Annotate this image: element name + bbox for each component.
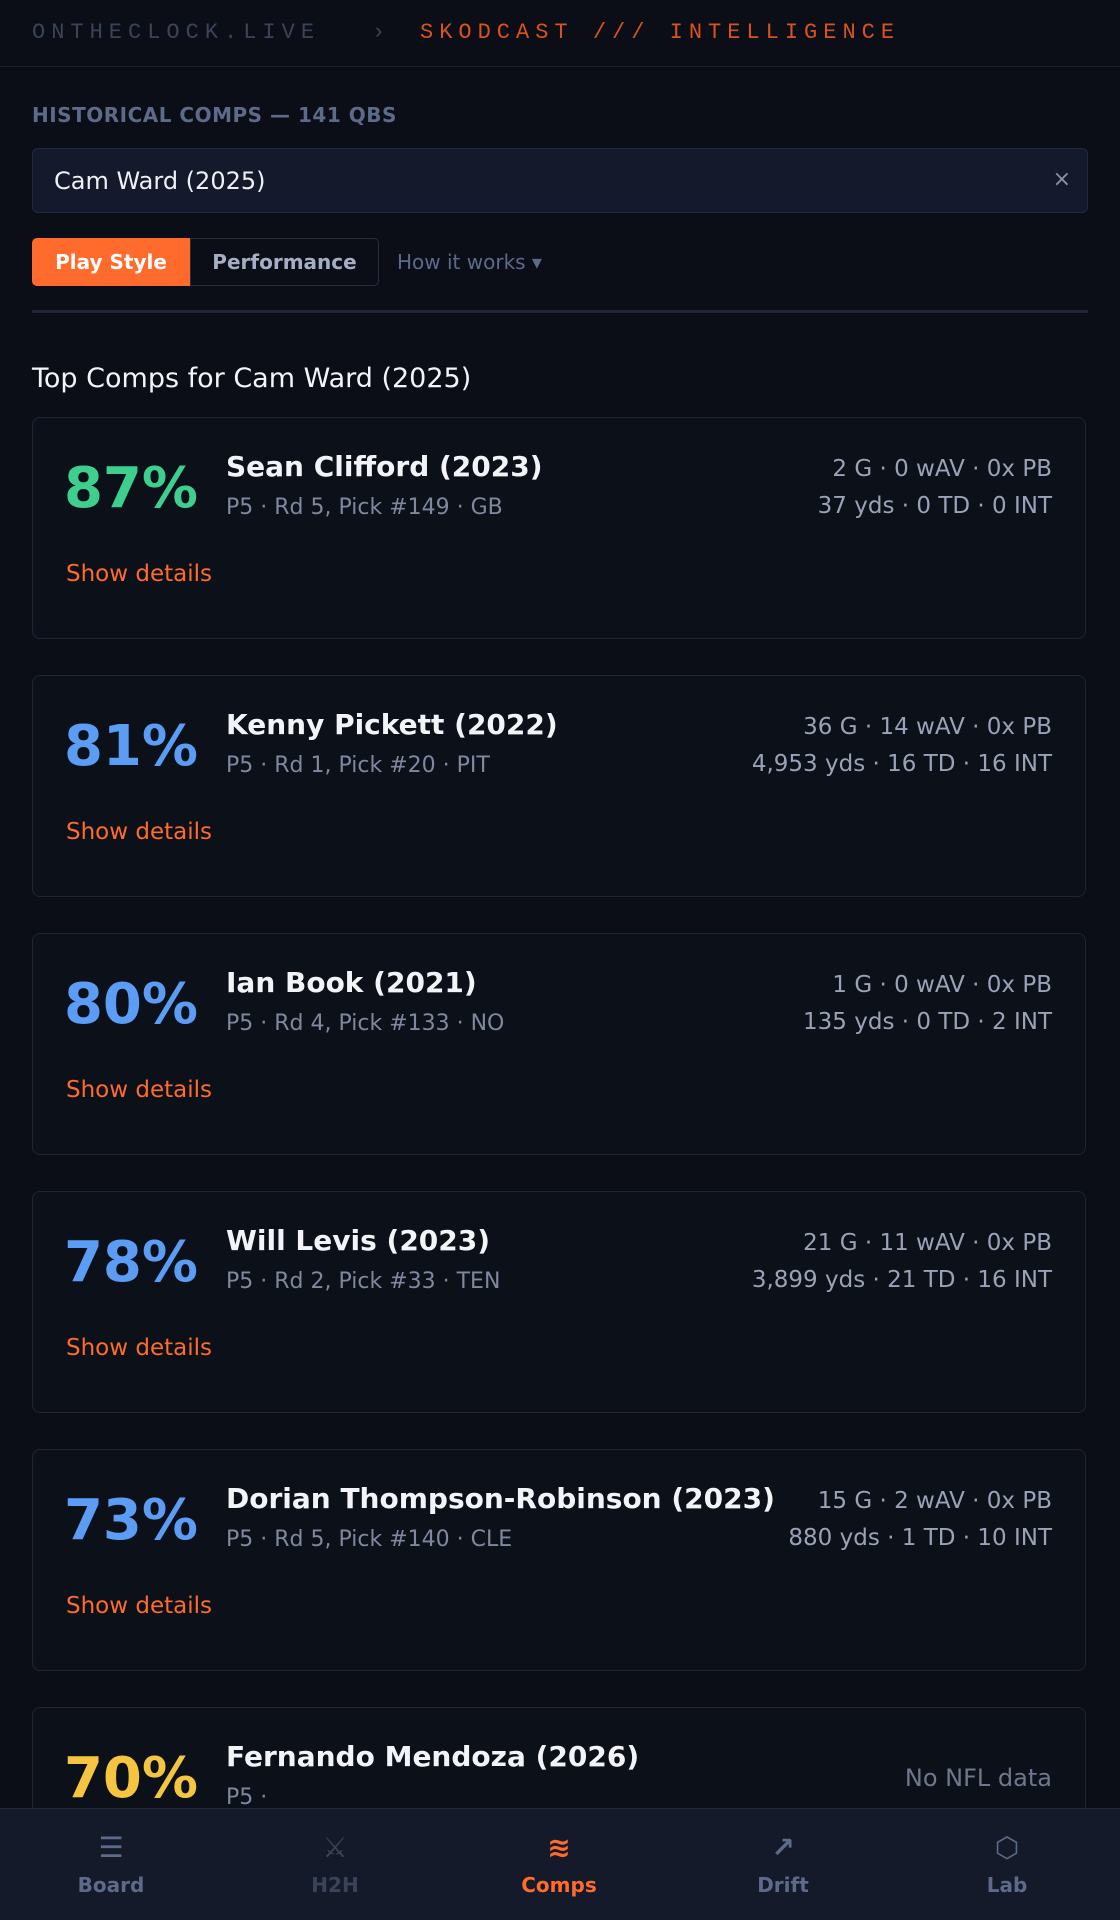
nfl-stats: 880 yds · 1 TD · 10 INT (788, 1525, 1052, 1551)
header: ONTHECLOCK.LIVE › SKODCAST /// INTELLIGENC… (0, 0, 1120, 67)
match-score: 81% (63, 714, 199, 779)
match-score: 73% (63, 1488, 199, 1553)
nfl-stats: 135 yds · 0 TD · 2 INT (803, 1009, 1052, 1035)
nfl-stats: No NFL data (904, 1764, 1052, 1792)
draft-info: P5 · Rd 5, Pick #140 · CLE (226, 1527, 513, 1552)
player-name: Kenny Pickett (2022) (226, 708, 558, 741)
show-details[interactable]: Show details (66, 1077, 212, 1103)
help-link[interactable]: How it works ▾ (397, 250, 542, 274)
nav-item[interactable]: ↗ Drift (703, 1809, 863, 1920)
tab[interactable]: Performance (190, 238, 379, 286)
draft-info: P5 · (226, 1785, 268, 1810)
nav-item[interactable]: ☰ Board (31, 1809, 191, 1920)
search-value: Cam Ward (2025) (54, 167, 266, 195)
section-title: Top Comps for Cam Ward (2025) (32, 363, 472, 394)
player-name: Dorian Thompson-Robinson (2023) (226, 1482, 775, 1515)
draft-info: P5 · Rd 1, Pick #20 · PIT (226, 753, 490, 778)
comp-card: 73% Dorian Thompson-Robinson (2023) P5 · R… (32, 1449, 1086, 1671)
nav-item[interactable]: ≋ Comps (479, 1809, 639, 1920)
comp-card: 87% Sean Clifford (2023) P5 · Rd 5, Pick #… (32, 417, 1086, 639)
breadcrumb-separator: › (372, 20, 392, 45)
tab[interactable]: Play Style (32, 238, 190, 286)
match-score: 70% (63, 1746, 199, 1811)
section-name: SKODCAST /// INTELLIGENCE (420, 20, 901, 45)
nav-item[interactable]: ⚔ H2H (255, 1809, 415, 1920)
nav-icon: ↗ (771, 1831, 795, 1864)
nfl-stats: 15 G · 2 wAV · 0x PB (817, 1488, 1052, 1514)
nfl-stats: 37 yds · 0 TD · 0 INT (817, 493, 1052, 519)
nav-icon: ⬡ (994, 1831, 1020, 1864)
nfl-stats: 3,899 yds · 21 TD · 16 INT (751, 1267, 1052, 1293)
draft-info: P5 · Rd 4, Pick #133 · NO (226, 1011, 505, 1036)
nfl-stats: 2 G · 0 wAV · 0x PB (832, 456, 1052, 482)
draft-info: P5 · Rd 2, Pick #33 · TEN (226, 1269, 501, 1294)
nav-label: Board (77, 1873, 145, 1897)
match-score: 80% (63, 972, 199, 1037)
search-label: HISTORICAL COMPS — 141 QBS (32, 103, 397, 127)
player-name: Sean Clifford (2023) (226, 450, 543, 483)
comp-card: 80% Ian Book (2021) P5 · Rd 4, Pick #133 ·… (32, 933, 1086, 1155)
show-details[interactable]: Show details (66, 819, 212, 845)
match-score: 87% (63, 456, 199, 521)
search-box[interactable]: Cam Ward (2025) × (32, 148, 1088, 213)
nfl-stats: 36 G · 14 wAV · 0x PB (803, 714, 1052, 740)
nav-label: Lab (986, 1873, 1028, 1897)
comp-card: 81% Kenny Pickett (2022) P5 · Rd 1, Pick #… (32, 675, 1086, 897)
nav-label: H2H (311, 1873, 359, 1897)
nav-label: Drift (757, 1873, 809, 1897)
nav-icon: ☰ (98, 1831, 124, 1864)
clear-button[interactable]: × (1052, 167, 1071, 192)
divider (32, 310, 1088, 313)
nfl-stats: 1 G · 0 wAV · 0x PB (832, 972, 1052, 998)
player-name: Ian Book (2021) (226, 966, 477, 999)
player-name: Will Levis (2023) (226, 1224, 491, 1257)
nav-icon: ≋ (547, 1831, 571, 1864)
match-score: 78% (63, 1230, 199, 1295)
draft-info: P5 · Rd 5, Pick #149 · GB (226, 495, 503, 520)
nav-icon: ⚔ (322, 1831, 348, 1864)
nav-label: Comps (521, 1873, 597, 1897)
show-details[interactable]: Show details (66, 1335, 212, 1361)
site-name: ONTHECLOCK.LIVE (32, 20, 321, 45)
bottom-nav: ☰ Board ⚔ H2H ≋ Comps ↗ Drift ⬡ Lab (0, 1808, 1120, 1920)
show-details[interactable]: Show details (66, 1593, 212, 1619)
comp-card: 78% Will Levis (2023) P5 · Rd 2, Pick #33 … (32, 1191, 1086, 1413)
player-name: Fernando Mendoza (2026) (226, 1740, 640, 1773)
show-details[interactable]: Show details (66, 561, 212, 587)
nfl-stats: 21 G · 11 wAV · 0x PB (803, 1230, 1052, 1256)
nfl-stats: 4,953 yds · 16 TD · 16 INT (751, 751, 1052, 777)
nav-item[interactable]: ⬡ Lab (927, 1809, 1087, 1920)
